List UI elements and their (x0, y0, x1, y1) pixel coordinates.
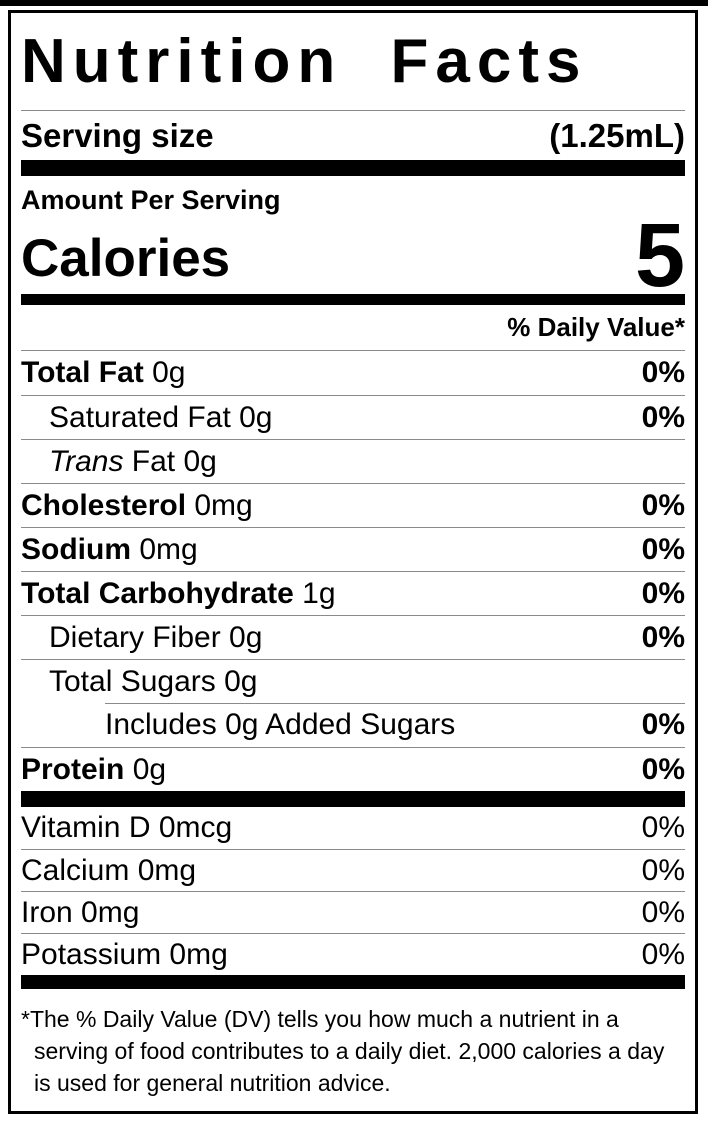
micronutrient-rows: Vitamin D 0mcg 0% Calcium 0mg 0% Iron 0mg 0% P… (21, 807, 685, 975)
nutrient-name: Dietary Fiber 0g (49, 620, 263, 654)
daily-value: 0% (641, 620, 685, 654)
top-edge-strip (0, 0, 708, 6)
nutrient-row: Total Sugars 0g (21, 659, 685, 703)
label-title: Nutrition Facts (21, 27, 588, 96)
daily-value: 0% (641, 532, 685, 566)
micronutrient-row: Calcium 0mg 0% (21, 849, 685, 891)
nutrient-name: Total Sugars 0g (49, 664, 258, 698)
separator-bar-thick-bottom (21, 975, 685, 989)
daily-value: 0% (641, 752, 685, 786)
nutrient-name: Includes 0g Added Sugars (105, 708, 456, 741)
amount-per-serving-label: Amount Per Serving (21, 185, 281, 215)
nutrient-name: Sodium 0mg (21, 532, 198, 566)
calories-label: Calories (21, 229, 231, 288)
footnote-section: *The % Daily Value (DV) tells you how mu… (21, 989, 685, 1099)
daily-value: 0% (641, 356, 685, 389)
micronutrient-name: Vitamin D 0mcg (21, 811, 233, 844)
nutrient-row: Cholesterol 0mg 0% (21, 483, 685, 527)
nutrient-name: Total Fat 0g (21, 356, 186, 389)
nutrient-row: Includes 0g Added Sugars 0% (21, 703, 685, 747)
nutrient-row: Saturated Fat 0g 0% (21, 395, 685, 439)
nutrient-row: Trans Fat 0g (21, 439, 685, 483)
nutrient-row: Dietary Fiber 0g 0% (21, 615, 685, 659)
nutrient-row: Total Carbohydrate 1g 0% (21, 571, 685, 615)
nutrition-facts-label: Nutrition Facts Serving size (1.25mL) Am… (8, 10, 698, 1114)
daily-value: 0% (641, 708, 685, 741)
nutrient-name: Protein 0g (21, 752, 167, 786)
micronutrient-row: Potassium 0mg 0% (21, 933, 685, 975)
footnote-text: The % Daily Value (DV) tells you how muc… (29, 1006, 665, 1096)
calories-section: Amount Per Serving Calories 5 (21, 176, 685, 306)
daily-value: 0% (641, 853, 685, 887)
daily-value: 0% (641, 895, 685, 929)
nutrient-rows: Total Fat 0g 0% Saturated Fat 0g 0% Trans Fa… (21, 351, 685, 791)
micronutrient-name: Potassium 0mg (21, 937, 228, 971)
serving-size-row: Serving size (1.25mL) (21, 110, 685, 160)
micronutrient-name: Iron 0mg (21, 895, 140, 929)
daily-value: 0% (641, 400, 685, 434)
daily-value: 0% (641, 576, 685, 610)
nutrient-row: Total Fat 0g 0% (21, 351, 685, 395)
separator-bar-thick-top (21, 160, 685, 176)
daily-value: 0% (641, 811, 685, 844)
separator-bar-thick-middle (21, 791, 685, 807)
micronutrient-row: Iron 0mg 0% (21, 891, 685, 933)
nutrient-name: Saturated Fat 0g (49, 400, 273, 434)
serving-size-label: Serving size (21, 116, 214, 154)
nutrient-name: Trans Fat 0g (49, 444, 217, 478)
micronutrient-row: Vitamin D 0mcg 0% (21, 807, 685, 849)
daily-value-header: % Daily Value* (21, 305, 685, 351)
separator-bar-medium (21, 294, 685, 305)
daily-value: 0% (641, 937, 685, 971)
serving-size-value: (1.25mL) (549, 116, 685, 154)
nutrient-row: Sodium 0mg 0% (21, 527, 685, 571)
footnote-marker: * (21, 1006, 30, 1032)
nutrient-row: Protein 0g 0% (21, 747, 685, 791)
micronutrient-name: Calcium 0mg (21, 853, 197, 887)
nutrient-name: Cholesterol 0mg (21, 488, 253, 522)
calories-value: 5 (634, 206, 685, 306)
daily-value: 0% (641, 488, 685, 522)
nutrient-name: Total Carbohydrate 1g (21, 576, 336, 610)
